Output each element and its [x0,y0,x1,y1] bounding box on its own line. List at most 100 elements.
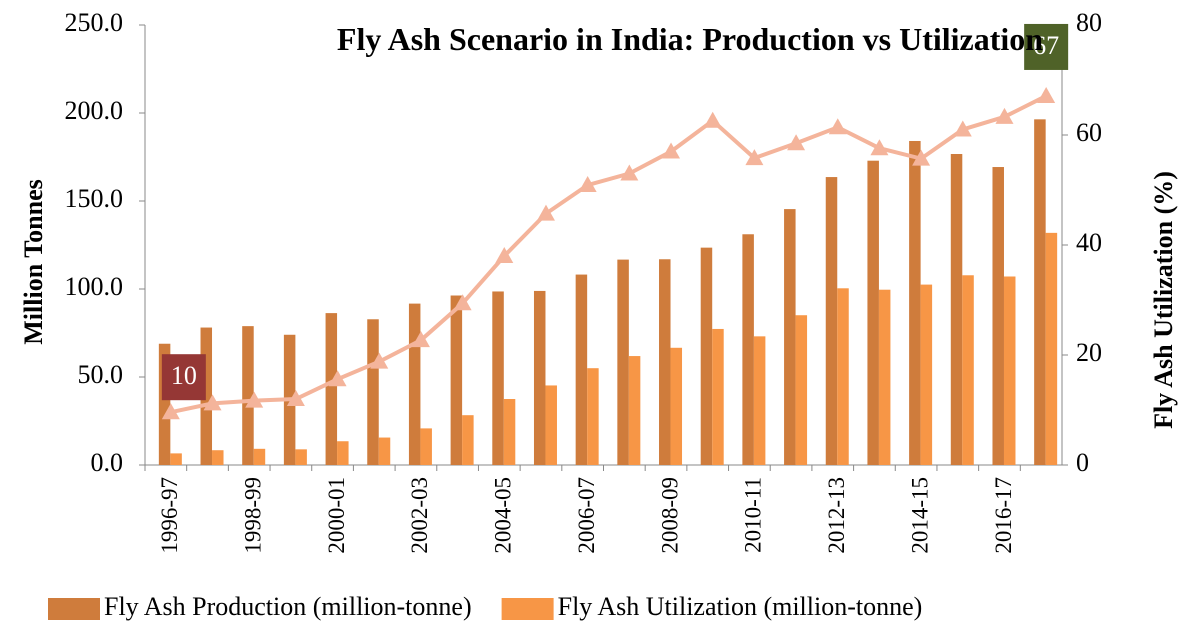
bar [492,291,504,465]
y2-tick-label: 60 [1076,118,1102,147]
bar [962,275,974,465]
line-marker [662,142,681,159]
line [170,94,1048,415]
chart-title: Fly Ash Scenario in India: Production vs… [337,21,1043,57]
bar [450,295,463,465]
x-tick-label: 2000-01 [324,477,349,554]
y-tick-label: 100.0 [65,272,124,301]
y-tick-label: 150.0 [65,184,124,213]
y-axis-title: Million Tonnes [19,179,48,344]
bar [670,347,683,465]
bar [628,356,641,465]
line-marker [370,352,389,369]
bar [617,259,629,465]
bar [367,319,379,465]
bar [909,140,921,465]
y2-tick-label: 80 [1076,8,1102,37]
line-marker [245,391,264,408]
y2-axis-title: Fly Ash Utilization (%) [1149,171,1178,429]
bar [575,274,588,465]
bar [158,343,171,465]
bar [742,234,754,465]
line-marker [953,120,972,137]
bar [170,453,182,465]
bar [920,284,933,465]
x-tick-label: 2012-13 [824,477,849,554]
line-marker [870,139,889,156]
data-label: 67 [1033,31,1059,60]
bar [587,368,599,465]
bar [253,448,266,465]
line-marker [912,149,931,166]
bar [700,247,713,465]
x-tick-label: 2002-03 [407,477,432,554]
data-label-box [161,354,206,401]
line-marker [453,294,472,311]
y-tick-label: 200.0 [65,96,124,125]
bar [420,428,432,465]
bar [795,315,808,465]
bar [992,167,1004,466]
x-tick-label: 2014-15 [907,477,932,554]
bar [337,441,349,465]
line-marker [203,394,222,411]
y2-tick-label: 0 [1076,448,1089,477]
bar [212,450,224,465]
x-tick-label: 1996-97 [157,477,182,554]
x-tick-label: 2004-05 [491,477,516,554]
bar [837,288,849,465]
line-marker [161,403,180,420]
bar [295,449,307,465]
legend-label: Fly Ash Utilization (million-tonne) [558,592,923,621]
line-marker [787,134,806,151]
line-marker [745,149,764,166]
y2-tick-label: 40 [1076,228,1102,257]
data-label-box [1024,23,1069,70]
y-tick-label: 250.0 [65,8,124,37]
bar [753,336,766,465]
y-tick-label: 50.0 [78,360,124,389]
bar [950,154,963,465]
line-marker [620,164,639,181]
legend-swatch [501,598,554,620]
line-marker [536,204,555,221]
line-marker [995,107,1014,124]
x-tick-label: 2008-09 [657,477,682,554]
legend-label: Fly Ash Production (million-tonne) [104,592,472,621]
legend-swatch [48,598,100,620]
line-marker [495,247,514,263]
bar [378,437,391,465]
y-tick-label: 0.0 [91,448,124,477]
bar [325,313,338,465]
bar [545,385,557,465]
x-tick-label: 2016-17 [991,477,1016,554]
bar [462,415,474,465]
line-marker [1037,86,1056,103]
line-marker [328,370,347,387]
bar [1034,119,1046,465]
bar [533,290,546,465]
x-tick-label: 2010-11 [741,477,766,553]
bar [1003,276,1016,465]
line-marker [703,111,722,128]
line-marker [578,176,597,193]
x-tick-label: 2006-07 [574,477,599,554]
bar [200,327,213,465]
bar [659,259,671,465]
bar [825,177,838,465]
line-marker [411,331,430,348]
bar [242,326,254,465]
data-label: 10 [171,361,197,390]
bar [784,209,796,465]
bar [878,289,891,465]
line-marker [828,118,847,135]
bar [408,303,421,465]
line-marker [286,390,305,406]
bar [712,328,724,465]
bar [1045,232,1058,465]
x-tick-label: 1998-99 [240,477,265,554]
y2-tick-label: 20 [1076,338,1102,367]
bar [867,160,879,466]
bar [503,399,516,465]
